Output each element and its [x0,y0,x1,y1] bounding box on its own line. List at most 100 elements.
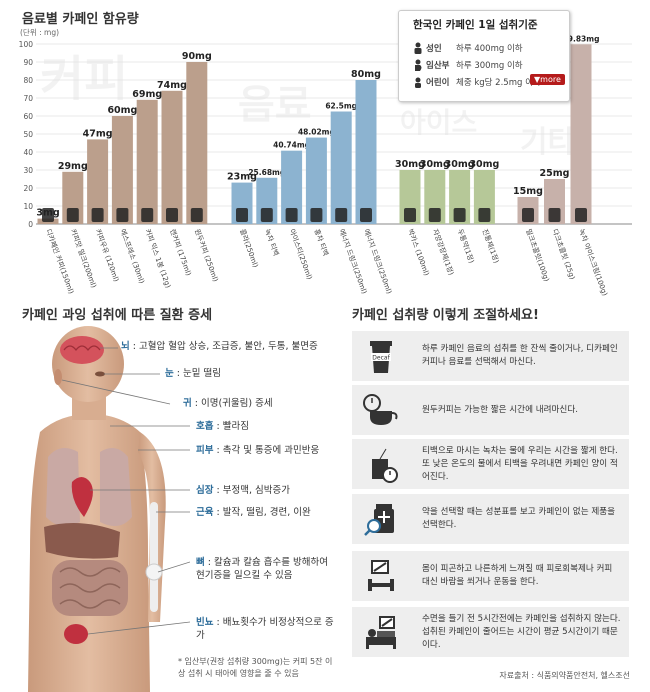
product-icon [260,208,273,222]
bar [111,116,133,224]
watermark-text: 아이스 [400,106,477,139]
tip-item: 티백으로 마시는 녹차는 물에 우리는 시간을 짧게 한다. 또 낮은 온도의 … [352,439,629,489]
symptom-eye: 눈 : 눈밑 떨림 [165,367,221,380]
legend-row-child: 어린이 체중 kg당 2.5mg 이하 [413,75,541,89]
value-label: 30mg [395,159,425,170]
value-label: 47mg [83,128,113,139]
symptom-ear: 귀 : 이명(귀울림) 증세 [183,397,273,410]
x-tick-label: 다크초콜릿 (25g) [551,228,578,281]
caffeine-bar-chart: 커피음료아이스기타01020304050607080901003mg디카페인 커… [19,34,632,297]
more-button[interactable]: ▼more [530,74,565,85]
tip-text: 티백으로 마시는 녹차는 물에 우리는 시간을 짧게 한다. 또 낮은 온도의 … [422,445,618,482]
tip-text: 원두커피는 가능한 짧은 시간에 내려마신다. [422,404,578,415]
chart-unit: (단위 : mg) [20,28,60,37]
symptom-text: : 발작, 떨림, 경련, 이완 [213,507,311,518]
value-label: 15mg [513,186,543,197]
tip-item: 약을 선택할 때는 성분표를 보고 카페인이 없는 제품을 선택한다. [352,494,629,544]
x-tick-label: 홍차 티백 [313,228,331,257]
symptom-key: 뇌 [121,341,130,352]
symptom-key: 근육 [196,507,214,518]
x-tick-label: 커피우유 (120ml) [94,228,122,284]
bar [136,99,158,224]
symptom-text: : 빨라짐 [213,421,249,432]
bar [570,44,592,224]
x-tick-label: 에너지 드링크(250ml) [337,228,369,296]
value-label: 30mg [445,159,475,170]
value-label: 29mg [58,161,88,172]
tip-item: 수면을 들기 전 5시간전에는 카페인을 섭취하지 않는다. 섭취된 카페인이 … [352,607,629,657]
teabag-timer-icon [372,448,398,483]
y-tick-label: 30 [23,166,33,175]
symptom-key: 귀 [183,398,192,409]
legend-text: 하루 300mg 이하 [456,61,523,71]
x-tick-label: 밀크초콜릿(100g) [524,228,551,283]
product-icon [453,208,466,222]
tip-text: 수면을 들기 전 5시간전에는 카페인을 섭취하지 않는다. 섭취된 카페인이 … [422,613,621,650]
sleep-icon [366,616,396,649]
daily-intake-legend: 한국인 카페인 1일 섭취기준 성인 하루 400mg 이하 임산부 하루 30… [398,10,570,102]
tip-item: Decaf 하루 카페인 음료의 섭취를 한 잔씩 줄이거나, 디카페인 커피나… [352,331,629,381]
x-tick-label: 아이스티(250ml) [288,228,315,281]
coffee-cup-timer-icon [363,394,398,425]
x-tick-label: 에너지 드링크(250ml) [362,228,394,296]
y-tick-label: 40 [23,148,33,157]
watermark-text: 기타 [520,125,576,160]
x-tick-label: 박카스 (100ml) [406,228,431,277]
product-icon [575,208,587,222]
symptom-text: : 부정맥, 심박증가 [213,485,290,496]
x-tick-label: 디카페인 커피(150ml) [44,228,76,296]
bar [161,90,183,224]
symptom-text: : 배뇨횟수가 비정상적으로 증가 [196,617,334,641]
tip-text: 하루 카페인 음료의 섭취를 한 잔씩 줄이거나, 디카페인 커피나 음료를 선… [422,344,618,367]
product-icon [116,208,129,222]
tips-title: 카페인 섭취량 이렇게 조절하세요! [352,308,539,323]
bar [186,62,208,224]
y-tick-label: 90 [23,58,33,67]
legend-title: 한국인 카페인 1일 섭취기준 [413,19,538,31]
product-icon [66,208,79,222]
symptom-bone: 뼈 : 칼슘과 칼슘 흡수를 방해하여 현기증을 일으킬 수 있음 [196,556,336,582]
legend-who: 성인 [426,44,442,54]
legend-text: 하루 400mg 이하 [456,44,523,54]
value-label: 80mg [351,69,381,80]
product-icon [522,208,534,222]
chart-title: 음료별 카페인 함유량 [22,12,139,27]
symptom-key: 피부 [196,445,214,456]
legend-text: 체중 kg당 2.5mg 이하 [456,78,541,88]
value-label: 48.02mg [298,128,335,137]
exercise-icon [368,560,394,591]
product-icon [190,208,203,222]
bar [355,80,377,224]
symptom-key: 심장 [196,485,214,496]
value-label: 60mg [107,105,137,116]
x-tick-label: 캔커피 (175ml) [168,228,193,277]
symptom-text: : 칼슘과 칼슘 흡수를 방해하여 현기증을 일으킬 수 있음 [196,557,328,581]
symptom-key: 빈뇨 [196,617,214,628]
x-tick-label: 두통약(1정) [456,228,477,265]
y-tick-label: 100 [19,40,34,49]
svg-text:Decaf: Decaf [372,355,390,362]
legend-row-adult: 성인 하루 400mg 이하 [413,41,523,55]
x-tick-label: 녹차 티백 [263,228,281,257]
x-tick-label: 커피 믹스 1봉 (12g) [143,228,173,290]
y-tick-label: 70 [23,94,33,103]
product-icon [166,208,178,222]
x-tick-label: 커피맛 밀크(200ml) [69,228,99,290]
symptom-brain: 뇌 : 고혈압 혈압 상승, 조급증, 불안, 두통, 불면증 [121,340,318,353]
decaf-cup-icon: Decaf [370,341,392,373]
symptoms-title: 카페인 과잉 섭취에 따른 질환 증세 [22,308,213,323]
product-icon [335,208,348,222]
x-tick-label: 콜라(250ml) [238,228,260,269]
watermark-text: 음료 [238,82,312,128]
tip-text: 약을 선택할 때는 성분표를 보고 카페인이 없는 제품을 선택한다. [422,507,616,530]
symptom-key: 호흡 [196,421,214,432]
x-tick-label: 진통제(1정) [481,228,502,265]
value-label: 30mg [420,159,450,170]
tip-text: 몸이 피곤하고 나른하게 느껴질 때 피로회복제나 커피 대신 바람을 쐬거나 … [422,564,613,587]
x-tick-label: 원두커피 (250ml) [193,228,221,284]
product-icon [310,208,323,222]
bar [87,139,109,224]
tip-item: 원두커피는 가능한 짧은 시간에 내려마신다. [352,385,629,435]
adult-icon [414,42,422,54]
symptom-text: : 이명(귀울림) 증세 [191,398,273,409]
